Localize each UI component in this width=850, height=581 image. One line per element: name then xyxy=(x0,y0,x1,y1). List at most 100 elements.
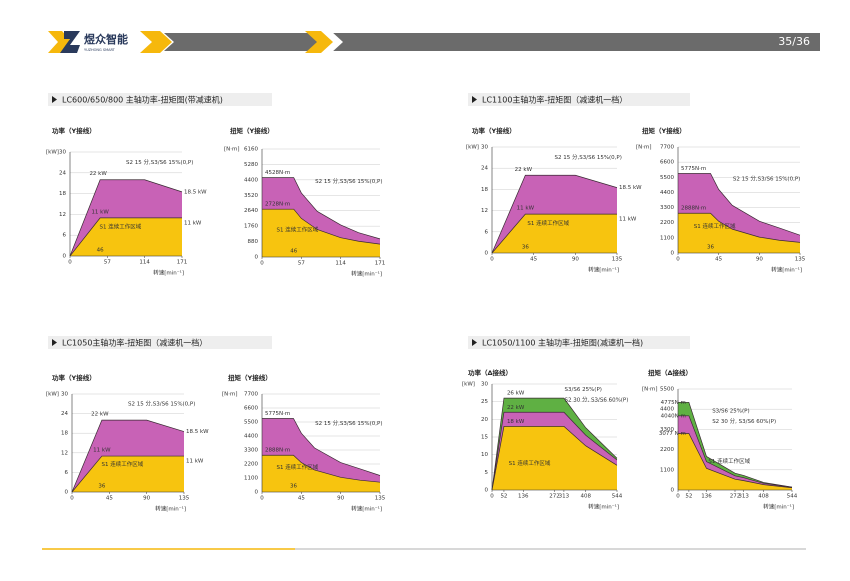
chart-title: 功率（Y接线） xyxy=(52,373,96,382)
annotation: 18 kW xyxy=(507,419,525,425)
y-tick-label: 1100 xyxy=(660,235,674,241)
x-tick-label: 114 xyxy=(139,260,150,266)
chart: 扭矩（Y接线） [N·m] 转速[min⁻¹] 0 1100 2200 3300 4400 55… xyxy=(636,126,806,274)
y-tick-label: 5 xyxy=(485,470,489,476)
y-tick-label: 0 xyxy=(671,488,675,494)
y-tick-label: 12 xyxy=(59,212,66,218)
x-axis-label: 转速[min⁻¹] xyxy=(771,266,802,274)
x-tick-label: 52 xyxy=(500,494,507,500)
annotation: 26 kW xyxy=(507,391,525,397)
chart: 扭矩（Δ接线） [N·m] 转速[min⁻¹] 0 1100 2200 3300 4400 55… xyxy=(642,368,798,511)
x-tick-label: 0 xyxy=(260,261,264,267)
series-name: S2 15 分,S3/S6 15%(0,P) xyxy=(733,174,800,182)
x-tick-label: 0 xyxy=(490,257,494,263)
series-line xyxy=(69,179,183,257)
x-tick-label: 135 xyxy=(795,257,806,263)
y-unit: [N·m] xyxy=(224,147,240,153)
x-tick-label: 135 xyxy=(375,496,386,502)
series-line xyxy=(491,426,618,491)
series-name: S1 连续工作区域 xyxy=(277,463,319,471)
x-tick-label: 114 xyxy=(335,261,346,267)
y-tick-label: 12 xyxy=(61,450,68,456)
series-line xyxy=(262,208,381,245)
y-unit: [N·m] xyxy=(636,145,652,151)
chart: 功率（Δ接线） [kW] 转速[min⁻¹] 0 5 10 15 20 25 30 0 52 136 27… xyxy=(462,368,628,511)
x-tick-label: 0 xyxy=(68,260,72,266)
series-line xyxy=(262,177,381,240)
x-tick-label: 272 xyxy=(730,494,741,500)
x-tick-label: 90 xyxy=(337,496,344,502)
y-tick-label: 3300 xyxy=(660,427,674,433)
series-name: S2 15 分,S3/S6 15%(0,P) xyxy=(128,399,195,407)
annotation: 3077 N·m xyxy=(659,431,686,437)
y-tick-label: 5280 xyxy=(244,162,258,168)
x-tick-label: 313 xyxy=(738,494,749,500)
x-tick-label: 171 xyxy=(177,260,188,266)
y-tick-label: 1100 xyxy=(244,476,258,482)
chart-title: 功率（Y接线） xyxy=(472,126,516,135)
series-name: S1 连续工作区域 xyxy=(100,222,142,230)
series-line xyxy=(69,217,182,257)
x-axis-label: 转速[min⁻¹] xyxy=(763,503,794,511)
series-name: S2 30 分, S3/S6 60%(P) xyxy=(712,417,776,425)
y-tick-label: 3520 xyxy=(244,193,258,199)
x-axis-label: 转速[min⁻¹] xyxy=(153,269,184,277)
x-tick-label: 90 xyxy=(143,496,150,502)
x-tick-label: 272 xyxy=(549,494,560,500)
series-name: S3/S6 25%(P) xyxy=(565,387,602,393)
y-tick-label: 6 xyxy=(65,470,69,476)
series-line xyxy=(71,455,184,493)
y-unit: [kW] xyxy=(46,392,59,398)
series-name: S2 15 分,S3/S6 15%(0,P) xyxy=(315,419,382,427)
area-fill xyxy=(678,433,792,490)
series-name: S2 15 分,S3/S6 15%(0,P) xyxy=(315,177,382,185)
x-tick-label: 136 xyxy=(701,494,712,500)
y-unit: [N·m] xyxy=(642,387,658,393)
chart-title: 扭矩（Δ接线） xyxy=(648,368,692,377)
header-chevron xyxy=(140,31,172,53)
y-tick-label: 0 xyxy=(485,251,489,257)
series-line xyxy=(491,411,618,491)
y-tick-label: 10 xyxy=(481,452,488,458)
charts: 功率（Y接线） [kW] 转速[min⁻¹] 0 6 12 18 24 30 0 57 114 171 S… xyxy=(46,126,806,513)
annotation: 11 kW xyxy=(619,217,637,223)
area-fill xyxy=(678,213,800,253)
y-tick-label: 5500 xyxy=(244,420,258,426)
annotation: 11 kW xyxy=(186,459,204,465)
y-tick-label: 30 xyxy=(59,150,66,156)
y-tick-label: 24 xyxy=(481,166,488,172)
y-tick-label: 0 xyxy=(63,254,67,260)
series-name: S1 连续工作区域 xyxy=(277,226,319,234)
page-number: 35/36 xyxy=(778,35,810,48)
series-name: S1 连续工作区域 xyxy=(694,222,736,230)
annotation: 22 kW xyxy=(89,171,107,177)
annotation: 2888N·m xyxy=(681,206,706,212)
y-tick-label: 15 xyxy=(481,435,488,441)
logo-mark xyxy=(60,31,80,53)
x-tick-label: 90 xyxy=(756,257,763,263)
y-tick-label: 6 xyxy=(63,233,67,239)
y-tick-label: 2200 xyxy=(244,462,258,468)
series-name: S2 15 分,S3/S6 15%(0,P) xyxy=(555,153,622,161)
chart-title: 功率（Y接线） xyxy=(52,126,96,135)
area-fill xyxy=(72,456,184,492)
chart-title: 扭矩（Y接线） xyxy=(230,126,274,135)
y-tick-label: 7700 xyxy=(244,392,258,398)
section-title: LC1100主轴功率-扭矩图（减速机一档） xyxy=(482,95,627,105)
x-tick-label: 0 xyxy=(260,496,264,502)
x-tick-label: 171 xyxy=(375,261,386,267)
y-tick-label: 3300 xyxy=(660,205,674,211)
x-tick-label: 0 xyxy=(490,494,494,500)
annotation: 2888N·m xyxy=(265,448,290,454)
x-tick-label: 135 xyxy=(612,257,623,263)
y-tick-label: 4400 xyxy=(660,190,674,196)
x-tick-label: 57 xyxy=(104,260,111,266)
x-tick-label: 45 xyxy=(530,257,537,263)
x-tick-label: 52 xyxy=(685,494,692,500)
series-name: S1 连续工作区域 xyxy=(509,459,551,467)
x-axis-label: 转速[min⁻¹] xyxy=(588,266,619,274)
series-line xyxy=(678,212,801,243)
y-tick-label: 1760 xyxy=(244,224,258,230)
series-line xyxy=(262,454,381,483)
